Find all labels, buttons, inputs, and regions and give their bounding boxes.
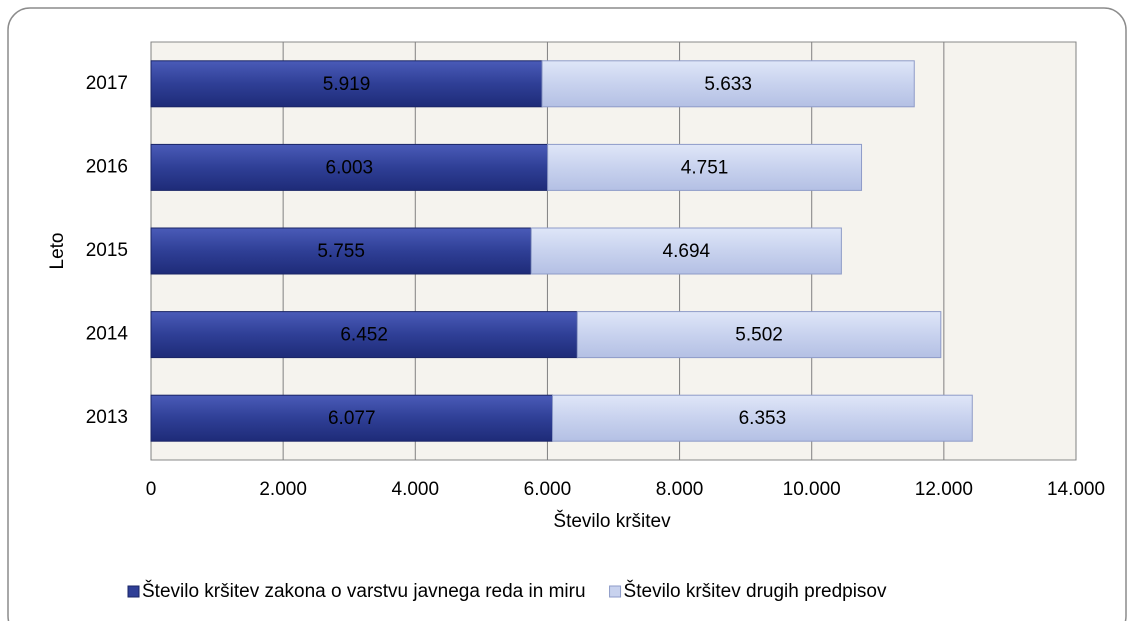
legend-label: Število kršitev zakona o varstvu javnega… (142, 580, 586, 602)
x-tick-label: 6.000 (524, 479, 572, 500)
legend-label: Število kršitev drugih predpisov (624, 580, 887, 602)
x-tick-label: 14.000 (1047, 479, 1105, 500)
bar-segment (150, 311, 578, 359)
data-label: 6.003 (326, 157, 374, 178)
data-label: 4.751 (681, 157, 729, 178)
bar-segment (150, 60, 543, 108)
data-label: 6.353 (739, 408, 787, 429)
y-tick-label: 2015 (86, 240, 128, 261)
data-label: 6.077 (328, 408, 376, 429)
legend-swatch (127, 585, 140, 598)
x-tick-label: 8.000 (656, 479, 704, 500)
x-tick-label: 10.000 (783, 479, 841, 500)
y-axis-label: Leto (47, 233, 68, 270)
bar-segment (150, 227, 532, 275)
bar-segment (547, 143, 863, 191)
legend-swatch (609, 585, 622, 598)
x-tick-label: 2.000 (259, 479, 307, 500)
bar-segment (552, 394, 973, 442)
y-tick-label: 2014 (86, 324, 129, 345)
bar-segment (530, 227, 842, 275)
data-label: 5.502 (735, 325, 783, 346)
data-label: 5.919 (323, 74, 371, 95)
bar-segment (576, 311, 942, 359)
data-label: 5.755 (317, 241, 365, 262)
x-axis-label: Število kršitev (553, 510, 671, 532)
x-tick-label: 0 (146, 479, 157, 500)
data-label: 6.452 (340, 325, 388, 346)
data-label: 4.694 (663, 241, 711, 262)
x-tick-label: 4.000 (392, 479, 440, 500)
y-tick-label: 2016 (86, 156, 128, 177)
y-tick-label: 2013 (86, 407, 128, 428)
bar-segment (150, 394, 554, 442)
data-label: 5.633 (704, 74, 752, 95)
bar-segment (150, 143, 549, 191)
bar-segment (541, 60, 915, 108)
x-tick-label: 12.000 (915, 479, 973, 500)
y-tick-label: 2017 (86, 73, 128, 94)
